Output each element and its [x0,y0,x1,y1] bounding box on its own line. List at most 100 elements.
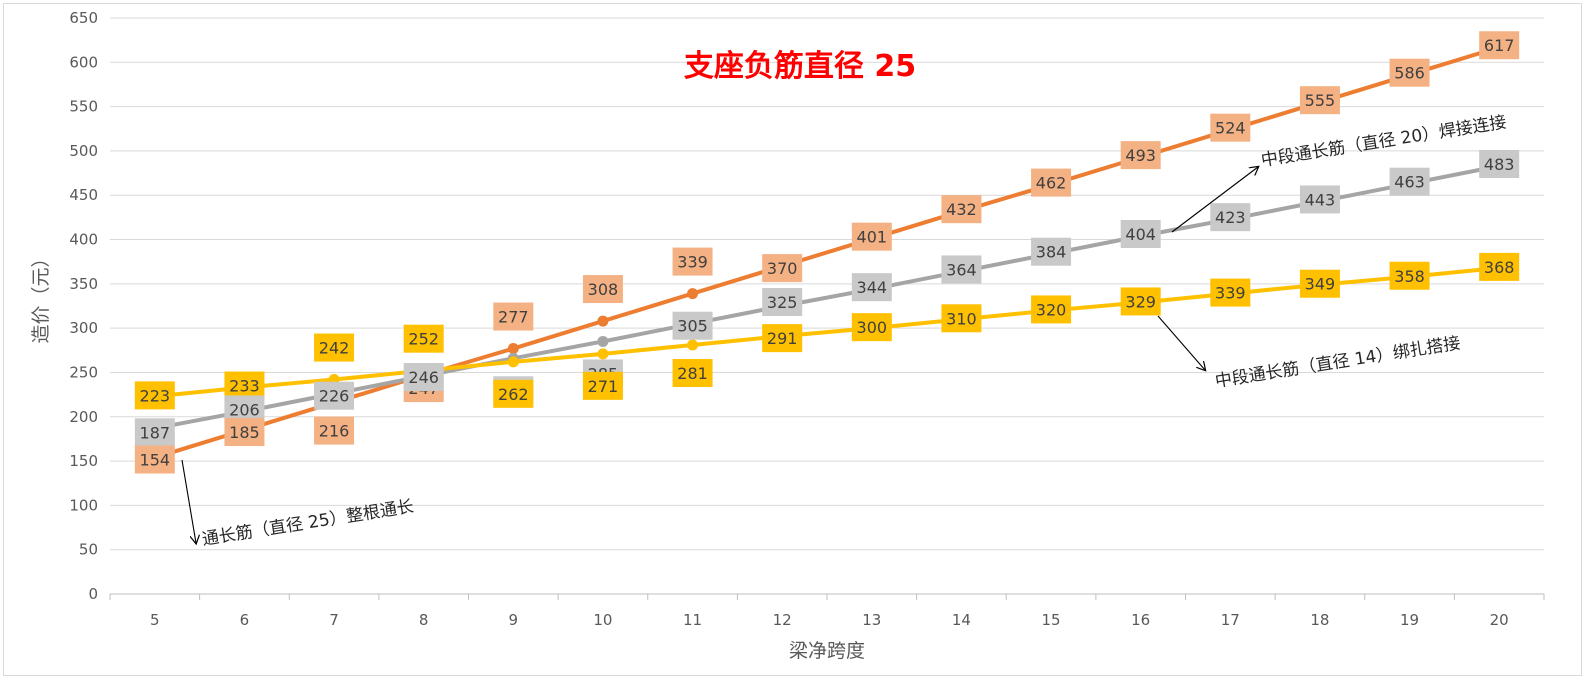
data-label-gray: 443 [1299,185,1340,214]
series-line-yellow [152,265,1502,399]
annotation-label: 中段通长筋（直径 20）焊接连接 [1260,112,1508,171]
x-tick-label: 13 [862,611,881,629]
data-label-box [672,247,713,276]
data-label-box [1210,113,1251,142]
annotation-label: 中段通长筋（直径 14）绑扎搭接 [1214,333,1462,392]
data-label-yellow: 329 [1120,287,1161,316]
data-label-box [851,222,892,251]
data-point-orange [687,288,699,300]
data-point-orange [597,315,609,327]
y-tick-label: 100 [69,496,98,514]
data-label-box [403,324,444,353]
data-label-box [941,304,982,333]
y-tick-label: 250 [69,363,98,381]
data-label-box [1210,203,1251,232]
data-label-text: 339 [677,253,708,272]
data-label-box [1479,31,1520,60]
data-label-text: 300 [857,318,888,337]
data-label-text: 349 [1305,275,1336,294]
data-label-text: 271 [588,377,619,396]
data-label-text: 308 [588,280,619,299]
data-label-box [314,333,355,362]
data-point-yellow [597,348,609,360]
data-label-box [493,302,534,331]
data-label-gray: 404 [1120,219,1161,248]
data-label-orange: 154 [134,445,175,474]
data-label-yellow: 262 [493,379,534,408]
data-label-box [224,371,265,400]
data-label-box [1389,167,1430,196]
data-label-text: 493 [1125,146,1156,165]
data-label-text: 154 [140,451,171,470]
data-label-text: 277 [498,308,529,327]
data-label-text: 358 [1394,267,1425,286]
data-label-box [403,363,444,392]
data-label-yellow: 242 [314,333,355,362]
data-label-text: 432 [946,200,977,219]
data-label-text: 524 [1215,119,1246,138]
y-tick-label: 550 [69,98,98,116]
data-label-gray: 305 [672,311,713,340]
data-label-box [941,195,982,224]
data-point-yellow [507,356,519,368]
data-label-orange: 555 [1299,86,1340,115]
data-label-text: 344 [857,278,888,297]
data-label-text: 368 [1484,258,1515,277]
y-tick-label: 350 [69,275,98,293]
x-axis-title: 梁净跨度 [789,640,865,662]
data-label-orange: 216 [314,416,355,445]
y-axis-title: 造价（元） [30,248,52,343]
data-label-text: 242 [319,339,350,358]
data-label-text: 586 [1394,64,1425,83]
data-label-text: 320 [1036,300,1067,319]
data-label-box [1299,269,1340,298]
data-label-box [493,379,534,408]
data-label-box [1299,185,1340,214]
data-label-text: 206 [229,400,260,419]
data-label-yellow: 271 [582,371,623,400]
x-tick-label: 10 [593,611,612,629]
data-label-box [224,418,265,447]
data-label-box [672,311,713,340]
data-label-box [1031,237,1072,266]
data-label-text: 305 [677,317,708,336]
y-tick-label: 650 [69,9,98,27]
x-tick-label: 14 [952,611,971,629]
data-label-text: 483 [1484,155,1515,174]
y-tick-label: 0 [88,585,98,603]
data-label-text: 291 [767,329,798,348]
data-label-orange: 617 [1479,31,1520,60]
data-label-orange: 370 [762,254,803,283]
annotation-arrow [181,459,196,543]
data-label-box [582,275,623,304]
data-label-yellow: 349 [1299,269,1340,298]
annotation-arrow [1171,167,1258,233]
x-tick-label: 15 [1042,611,1061,629]
data-label-text: 555 [1305,91,1336,110]
data-label-yellow: 223 [134,381,175,410]
data-label-box [851,313,892,342]
data-label-text: 443 [1305,190,1336,209]
data-label-box [762,288,803,316]
x-tick-label: 12 [773,611,792,629]
x-tick-label: 7 [329,611,339,629]
x-tick-label: 11 [683,611,702,629]
x-tick-label: 17 [1221,611,1240,629]
data-label-orange: 493 [1120,141,1161,170]
data-label-box [1210,278,1251,307]
data-label-box [941,255,982,284]
data-label-text: 187 [140,423,171,442]
data-label-text: 463 [1394,173,1425,192]
data-label-text: 617 [1484,36,1515,55]
data-label-gray: 344 [851,273,892,302]
data-label-gray: 364 [941,255,982,284]
data-label-gray: 246 [403,363,444,392]
data-label-text: 262 [498,385,529,404]
data-label-box [762,254,803,283]
data-label-text: 325 [767,293,798,312]
data-label-box [314,416,355,445]
data-label-text: 226 [319,387,350,406]
data-label-text: 339 [1215,284,1246,303]
data-label-box [851,273,892,302]
